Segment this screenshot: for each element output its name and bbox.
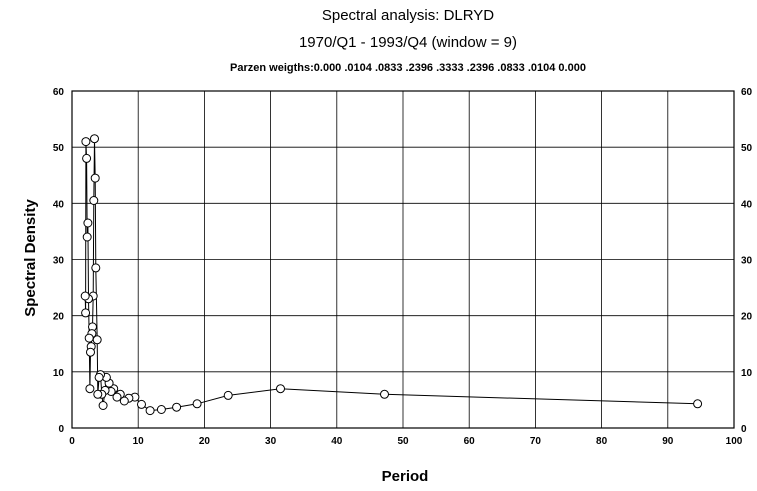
y-tick-label-right: 50	[741, 143, 753, 154]
data-point	[223, 390, 233, 400]
parzen-weights-note: Parzen weigths:0.000 .0104 .0833 .2396 .…	[230, 62, 586, 74]
x-tick-label: 10	[133, 436, 145, 447]
y-tick-label-right: 40	[741, 199, 753, 210]
data-point	[172, 402, 182, 412]
data-point	[156, 405, 166, 414]
x-tick-label: 60	[464, 436, 476, 447]
data-point	[276, 384, 285, 394]
data-point	[93, 389, 103, 399]
x-tick-label: 90	[662, 436, 674, 447]
y-axis-left: 0 10 20 30 40 50 60	[53, 87, 65, 435]
x-axis-title: Period	[382, 468, 429, 485]
plot-frame	[71, 90, 735, 429]
data-point	[81, 137, 91, 147]
y-tick-label-left: 20	[53, 312, 65, 323]
y-tick-label-left: 60	[53, 87, 65, 98]
series-line	[84, 138, 698, 412]
x-tick-label: 30	[265, 436, 277, 447]
chart-title: Spectral analysis: DLRYD	[322, 7, 494, 24]
x-tick-label: 20	[199, 436, 211, 447]
y-tick-label-left: 0	[58, 424, 64, 435]
x-tick-label: 70	[530, 436, 542, 447]
y-axis-right: 0 10 20 30 40 50 60	[741, 87, 753, 435]
x-tick-label: 40	[331, 436, 343, 447]
data-point	[119, 396, 129, 406]
x-tick-label: 80	[596, 436, 608, 447]
x-tick-label: 50	[397, 436, 409, 447]
data-point	[90, 134, 99, 144]
data-point	[86, 347, 95, 357]
data-points	[80, 134, 703, 416]
data-point	[380, 389, 389, 399]
data-point	[145, 406, 155, 416]
y-tick-label-right: 0	[741, 424, 747, 435]
data-point	[98, 401, 108, 410]
x-tick-label: 0	[69, 436, 75, 447]
y-tick-label-left: 30	[53, 256, 65, 267]
data-point	[82, 153, 92, 163]
y-tick-label-left: 40	[53, 199, 65, 210]
data-point	[83, 218, 93, 228]
data-point	[89, 196, 99, 205]
y-tick-label-right: 20	[741, 312, 753, 323]
y-axis-title: Spectral Density	[22, 199, 39, 317]
y-tick-label-right: 30	[741, 256, 753, 267]
data-point	[80, 291, 90, 301]
chart-subtitle: 1970/Q1 - 1993/Q4 (window = 9)	[299, 34, 517, 51]
data-point	[90, 173, 100, 183]
data-point	[137, 399, 146, 409]
data-point	[81, 308, 91, 318]
x-tick-label: 100	[726, 436, 743, 447]
data-point	[82, 232, 92, 242]
data-point	[192, 399, 202, 409]
data-point	[693, 399, 703, 409]
x-axis: 0 10 20 30 40 50 60 70 80 90 100	[69, 436, 743, 447]
y-tick-label-right: 60	[741, 87, 753, 98]
y-tick-label-left: 10	[53, 368, 65, 379]
y-tick-label-left: 50	[53, 143, 65, 154]
data-point	[94, 372, 104, 382]
data-point	[84, 333, 94, 343]
y-tick-label-right: 10	[741, 368, 753, 379]
grid-lines	[71, 90, 735, 429]
data-point	[112, 392, 122, 402]
data-point	[91, 263, 101, 273]
data-point	[85, 384, 95, 394]
